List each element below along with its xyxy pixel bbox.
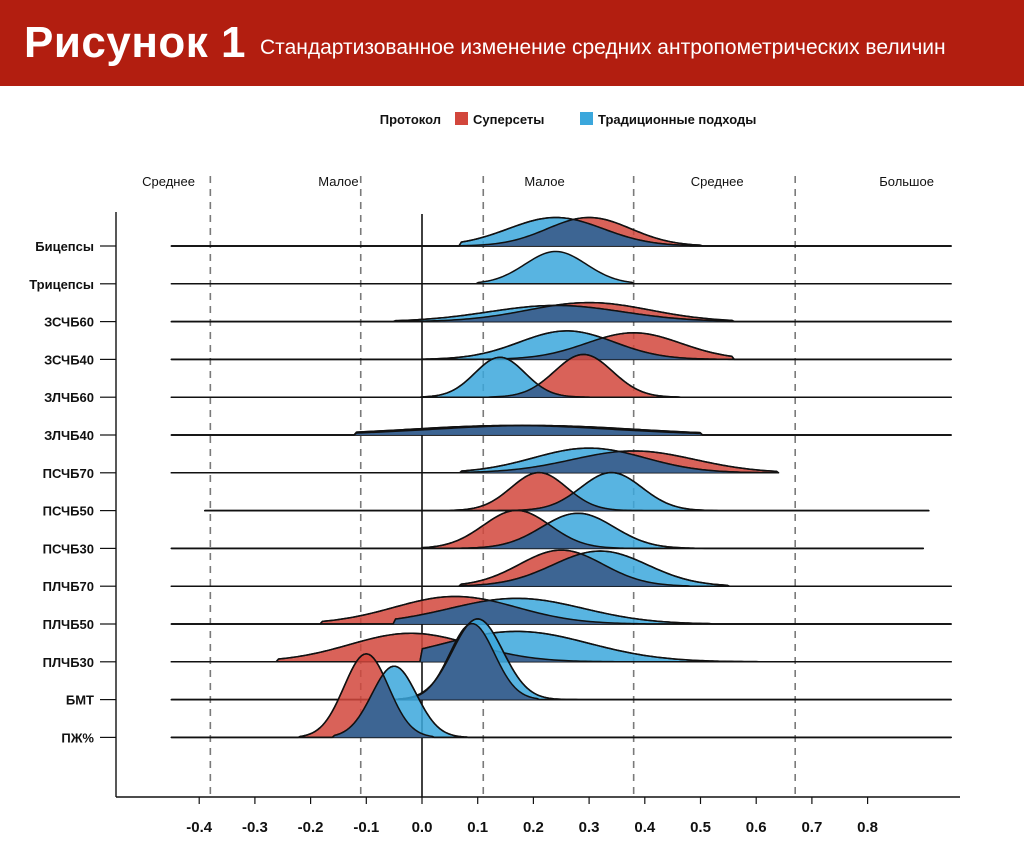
ridge-row-6: ПСЧБ70 xyxy=(43,447,780,481)
row-label: ПЖ% xyxy=(61,730,94,745)
ridge-row-3: ЗСЧБ40 xyxy=(44,330,952,367)
ridge-traditional xyxy=(170,250,952,285)
ridge-overlap xyxy=(171,675,952,738)
row-label: ЗЛЧБ40 xyxy=(44,428,94,443)
ridge-superset xyxy=(170,653,952,739)
legend-label-superset: Суперсеты xyxy=(473,112,544,127)
ridge-traditional-outline xyxy=(171,330,952,361)
row-label: Трицепсы xyxy=(29,277,94,292)
ridge-overlap xyxy=(171,451,779,473)
ridge-traditional-outline xyxy=(171,550,952,587)
x-tick-label: -0.2 xyxy=(298,819,324,836)
header-banner: Рисунок 1 Стандартизованное изменение ср… xyxy=(0,0,1024,86)
x-tick-label: 0.8 xyxy=(857,819,878,836)
legend: Протокол Суперсеты Традиционные подходы xyxy=(380,112,756,127)
ridge-row-5: ЗЛЧБ40 xyxy=(44,424,952,443)
ridge-row-4: ЗЛЧБ60 xyxy=(44,353,952,405)
figure-title: Стандартизованное изменение средних антр… xyxy=(260,36,946,59)
row-label: Бицепсы xyxy=(35,239,94,254)
ridge-traditional-outline xyxy=(171,618,952,701)
x-tick-label: 0.4 xyxy=(634,819,656,836)
ridge-traditional-outline xyxy=(171,424,952,436)
ridge-superset-outline xyxy=(171,653,952,739)
ridge-overlap xyxy=(171,553,952,587)
row-label: ПЛЧБ50 xyxy=(43,617,94,632)
row-label: ПЛЧБ30 xyxy=(43,655,94,670)
ridge-traditional-outline xyxy=(171,216,952,247)
legend-swatch-traditional xyxy=(580,112,593,125)
effect-label-2: Малое xyxy=(524,174,564,189)
ridge-row-2: ЗСЧБ60 xyxy=(44,301,952,330)
x-tick-label: -0.1 xyxy=(353,819,379,836)
x-tick-label: 0.2 xyxy=(523,819,544,836)
effect-label-0: Среднее xyxy=(142,174,195,189)
ridge-traditional-outline xyxy=(204,471,929,512)
legend-title: Протокол xyxy=(380,112,441,127)
x-tick-label: -0.3 xyxy=(242,819,268,836)
effect-label-3: Среднее xyxy=(691,174,744,189)
effect-label-4: Большое xyxy=(879,174,934,189)
ridge-overlap xyxy=(171,219,952,246)
ridge-row-8: ПСЧБ30 xyxy=(43,509,925,556)
ridge-traditional-outline xyxy=(171,447,779,474)
ridge-traditional-outline xyxy=(171,356,952,398)
ridge-traditional xyxy=(170,665,952,739)
ridge-row-9: ПЛЧБ70 xyxy=(43,549,952,594)
ridge-traditional-outline xyxy=(171,665,952,739)
ridge-traditional-outline xyxy=(171,304,952,323)
x-tick-label: 0.3 xyxy=(579,819,600,836)
ridge-row-1: Трицепсы xyxy=(29,250,952,292)
row-label: ПСЧБ70 xyxy=(43,466,94,481)
ridge-traditional-outline xyxy=(171,597,952,625)
ridge-row-0: Бицепсы xyxy=(35,216,952,254)
row-label: ЗСЧБ60 xyxy=(44,315,94,330)
ridge-row-10: ПЛЧБ50 xyxy=(43,595,952,632)
x-tick-label: 0.0 xyxy=(412,819,433,836)
ridge-row-13: ПЖ% xyxy=(61,653,952,745)
ridge-overlap xyxy=(171,600,952,624)
x-tick-label: 0.1 xyxy=(467,819,488,836)
ridge-superset xyxy=(170,353,952,398)
ridge-overlap xyxy=(171,305,952,322)
figure-label: Рисунок 1 xyxy=(24,18,247,67)
ridge-row-7: ПСЧБ50 xyxy=(43,471,930,519)
x-tick-label: -0.4 xyxy=(186,819,213,836)
ridge-traditional-outline xyxy=(171,630,952,663)
row-label: ПСЧБ30 xyxy=(43,541,94,556)
x-tick-label: 0.6 xyxy=(746,819,767,836)
row-label: ЗЛЧБ60 xyxy=(44,390,94,405)
row-label: ЗСЧБ40 xyxy=(44,352,94,367)
row-label: ПЛЧБ70 xyxy=(43,579,94,594)
x-tick-label: 0.7 xyxy=(801,819,822,836)
ridgeline-chart: Протокол Суперсеты Традиционные подходы Сре… xyxy=(29,112,960,836)
legend-swatch-superset xyxy=(455,112,468,125)
ridge-overlap xyxy=(171,523,924,549)
ridge-overlap xyxy=(204,493,929,511)
legend-label-traditional: Традиционные подходы xyxy=(598,112,756,127)
x-tick-label: 0.5 xyxy=(690,819,711,836)
ridge-overlap xyxy=(171,338,952,360)
row-label: БМТ xyxy=(66,693,94,708)
ridge-row-12: БМТ xyxy=(66,618,952,708)
ridge-traditional-outline xyxy=(171,512,924,550)
effect-label-1: Малое xyxy=(318,174,358,189)
row-label: ПСЧБ50 xyxy=(43,504,94,519)
